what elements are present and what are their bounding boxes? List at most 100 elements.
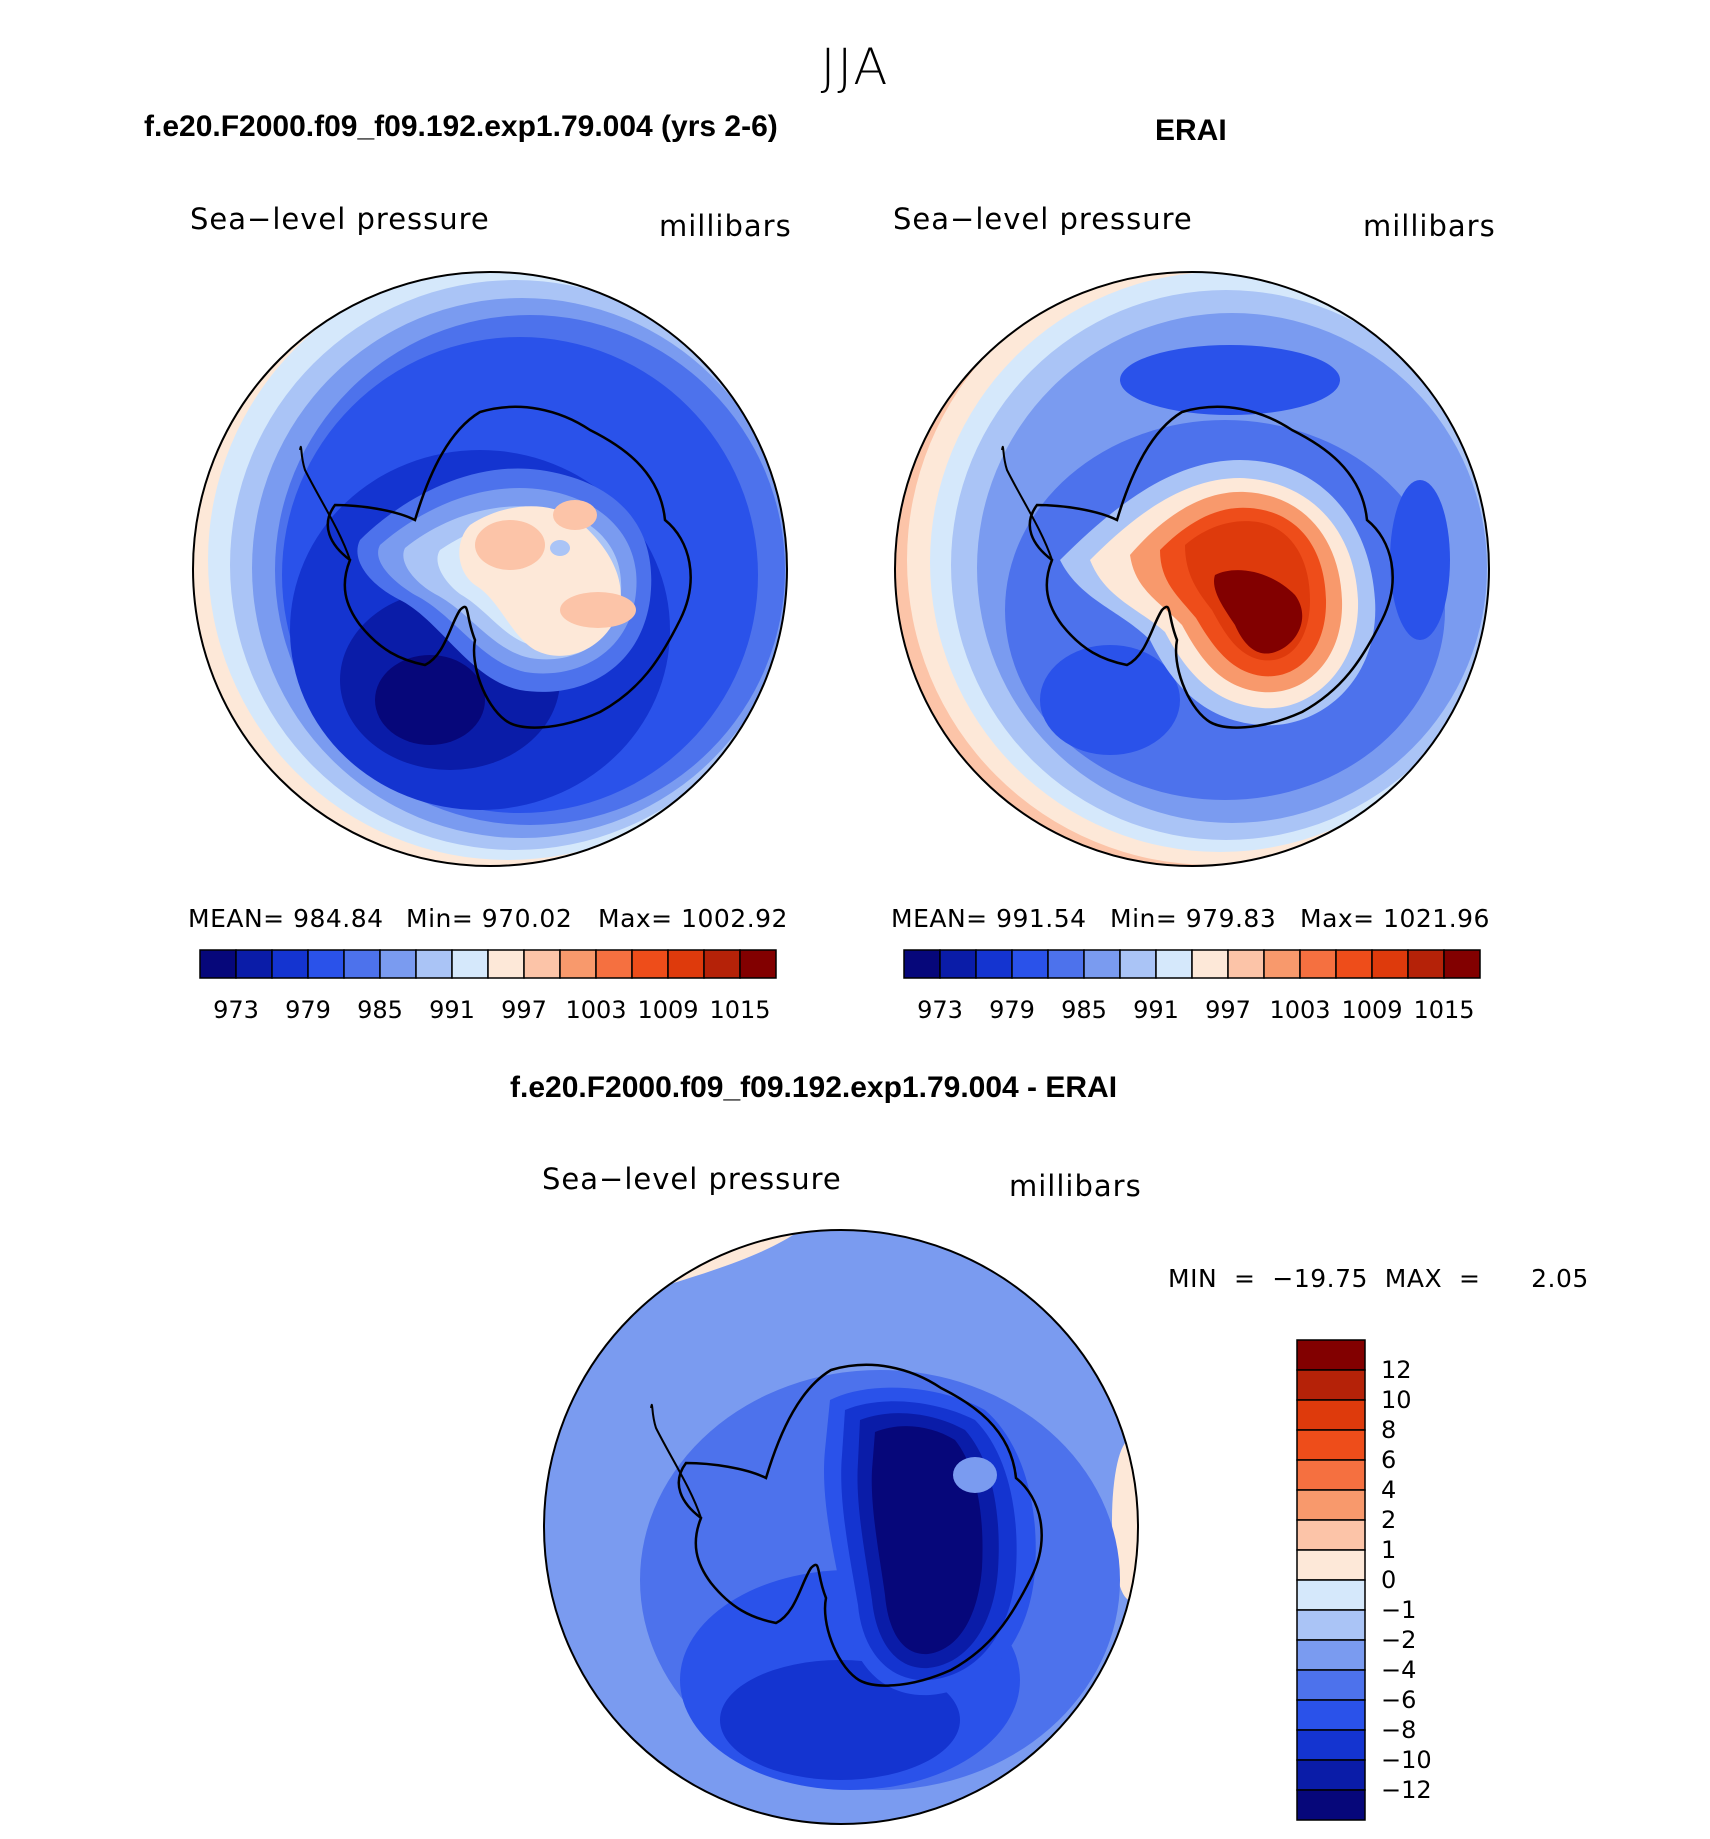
panel1-high-a: [475, 520, 545, 570]
colorbar-swatch: [235, 949, 273, 979]
colorbar-tick-label: 973: [213, 996, 259, 1024]
colorbar-swatch: [307, 949, 345, 979]
colorbar-tick-label: 997: [1205, 996, 1251, 1024]
colorbar-tick-label: 997: [501, 996, 547, 1024]
colorbar-tick-label: 991: [429, 996, 475, 1024]
colorbar-tick-label: 0: [1381, 1566, 1396, 1594]
colorbar-tick-label: −2: [1381, 1626, 1416, 1654]
panel2-mean: MEAN= 991.54: [891, 904, 1087, 933]
colorbar-tick-label: 985: [1061, 996, 1107, 1024]
colorbar-swatch: [379, 949, 417, 979]
colorbar-tick-label: 1009: [637, 996, 698, 1024]
colorbar-tick-label: 6: [1381, 1446, 1396, 1474]
colorbar-swatch: [1407, 949, 1445, 979]
colorbar-swatch: [975, 949, 1013, 979]
colorbar-swatch: [1263, 949, 1301, 979]
panel1-dip: [550, 540, 570, 556]
colorbar-tick-label: 1015: [709, 996, 770, 1024]
colorbar-swatch: [1296, 1669, 1366, 1701]
colorbar-swatch: [1047, 949, 1085, 979]
colorbar-tick-label: 8: [1381, 1416, 1396, 1444]
colorbar-swatch: [1296, 1339, 1366, 1371]
colorbar-tick-label: 985: [357, 996, 403, 1024]
colorbar-swatch: [703, 949, 741, 979]
colorbar-tick-label: −8: [1381, 1716, 1416, 1744]
colorbar-swatch: [1443, 949, 1481, 979]
panel3-variable: Sea−level pressure: [542, 1162, 842, 1196]
panel2-variable: Sea−level pressure: [893, 202, 1193, 236]
colorbar-tick-label: 12: [1381, 1356, 1412, 1384]
colorbar-swatch: [1296, 1549, 1366, 1581]
colorbar-swatch: [1227, 949, 1265, 979]
panel1-min: Min= 970.02: [406, 904, 573, 933]
panel1-title: f.e20.F2000.f09_f09.192.exp1.79.004 (yrs…: [144, 110, 778, 143]
colorbar-swatch: [1155, 949, 1193, 979]
colorbar-swatch: [739, 949, 777, 979]
panel2-title: ERAI: [1155, 114, 1227, 147]
colorbar-tick-label: 1009: [1341, 996, 1402, 1024]
colorbar-tick-label: 1015: [1413, 996, 1474, 1024]
colorbar-tick-label: −1: [1381, 1596, 1416, 1624]
colorbar-tick-label: 2: [1381, 1506, 1396, 1534]
colorbar-tick-label: −12: [1381, 1776, 1432, 1804]
colorbar-swatch: [1296, 1639, 1366, 1671]
colorbar-swatch: [1296, 1729, 1366, 1761]
panel1-low-center: [375, 655, 485, 745]
panel3-pos-anomaly-c: [1112, 1440, 1138, 1600]
panel1-high-b: [553, 500, 597, 530]
colorbar-swatch: [667, 949, 705, 979]
colorbar-swatch: [1296, 1519, 1366, 1551]
colorbar-swatch: [1011, 949, 1049, 979]
panel2-colorbar: 973 979 985 991 997 1003 1009 1015: [903, 949, 1481, 1024]
panel3-minmax: MIN = −19.75 MAX = 2.05: [1168, 1264, 1589, 1293]
colorbar-tick-label: 973: [917, 996, 963, 1024]
panel3-units: millibars: [1009, 1169, 1142, 1203]
panel1-colorbar: 973 979 985 991 997 1003 1009 1015: [199, 949, 777, 1024]
colorbar-swatch: [1296, 1609, 1366, 1641]
colorbar-tick-label: 1: [1381, 1536, 1396, 1564]
colorbar-swatch: [1296, 1789, 1366, 1821]
colorbar-swatch: [631, 949, 669, 979]
panel3-title: f.e20.F2000.f09_f09.192.exp1.79.004 - ER…: [510, 1071, 1118, 1104]
panel2-peninsula: [1001, 445, 1053, 561]
colorbar-swatch: [1296, 1489, 1366, 1521]
colorbar-swatch: [939, 949, 977, 979]
colorbar-swatch: [1119, 949, 1157, 979]
panel1-antarctica-coast: [326, 405, 692, 729]
colorbar-swatch: [343, 949, 381, 979]
colorbar-tick-label: 979: [285, 996, 331, 1024]
panel2-low-a: [1040, 645, 1180, 755]
colorbar-tick-label: −4: [1381, 1656, 1416, 1684]
panel3-min-center: [871, 1426, 983, 1655]
colorbar-swatch: [1083, 949, 1121, 979]
colorbar-swatch: [1296, 1699, 1366, 1731]
colorbar-swatch: [199, 949, 237, 979]
colorbar-swatch: [271, 949, 309, 979]
colorbar-tick-label: −10: [1381, 1746, 1432, 1774]
panel3-map: [543, 1229, 1139, 1825]
colorbar-swatch: [451, 949, 489, 979]
colorbar-swatch: [1335, 949, 1373, 979]
colorbar-swatch: [1296, 1399, 1366, 1431]
colorbar-swatch: [523, 949, 561, 979]
panel2-units: millibars: [1363, 209, 1496, 243]
panel1-map: [192, 271, 788, 867]
colorbar-tick-label: 10: [1381, 1386, 1412, 1414]
colorbar-swatch: [415, 949, 453, 979]
panel2-min: Min= 979.83: [1110, 904, 1277, 933]
colorbar-swatch: [903, 949, 941, 979]
colorbar-swatch: [1296, 1429, 1366, 1461]
colorbar-tick-label: −6: [1381, 1686, 1416, 1714]
panel1-units: millibars: [659, 209, 792, 243]
panel1-high-c: [560, 592, 636, 628]
colorbar-swatch: [1299, 949, 1337, 979]
panel1-max: Max= 1002.92: [598, 904, 788, 933]
colorbar-tick-label: 4: [1381, 1476, 1396, 1504]
colorbar-swatch: [1296, 1369, 1366, 1401]
season-title: JJA: [820, 38, 890, 96]
colorbar-swatch: [1296, 1579, 1366, 1611]
colorbar-swatch: [595, 949, 633, 979]
colorbar-swatch: [1296, 1459, 1366, 1491]
